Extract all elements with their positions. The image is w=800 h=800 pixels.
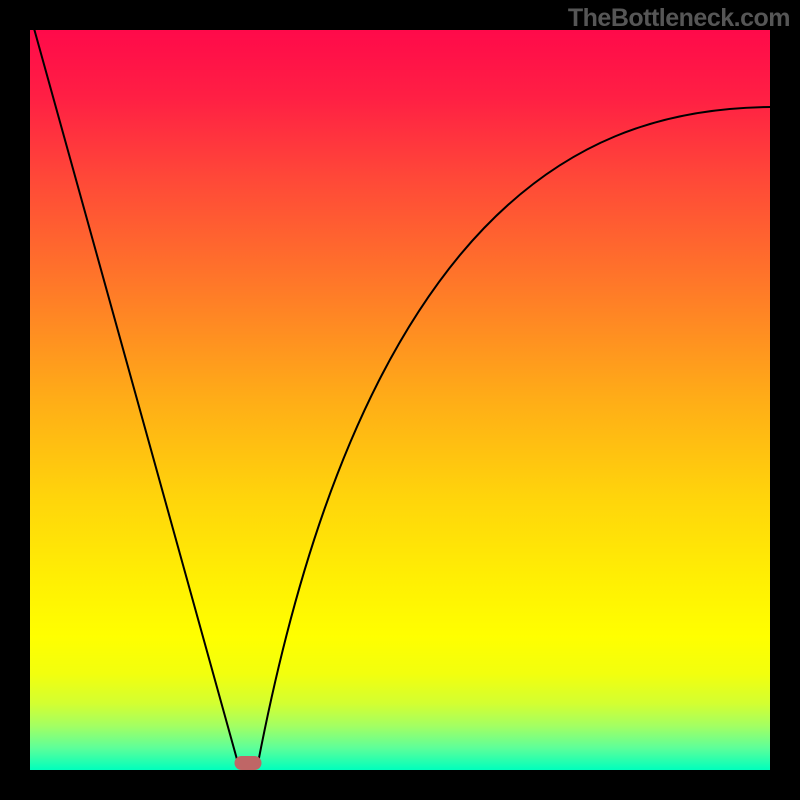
watermark-text: TheBottleneck.com: [568, 4, 790, 33]
curve-overlay: [0, 0, 800, 800]
curve-left-branch: [30, 14, 238, 763]
curve-right-branch: [258, 107, 770, 763]
minimum-marker: [235, 756, 262, 770]
chart-container: TheBottleneck.com: [0, 0, 800, 800]
